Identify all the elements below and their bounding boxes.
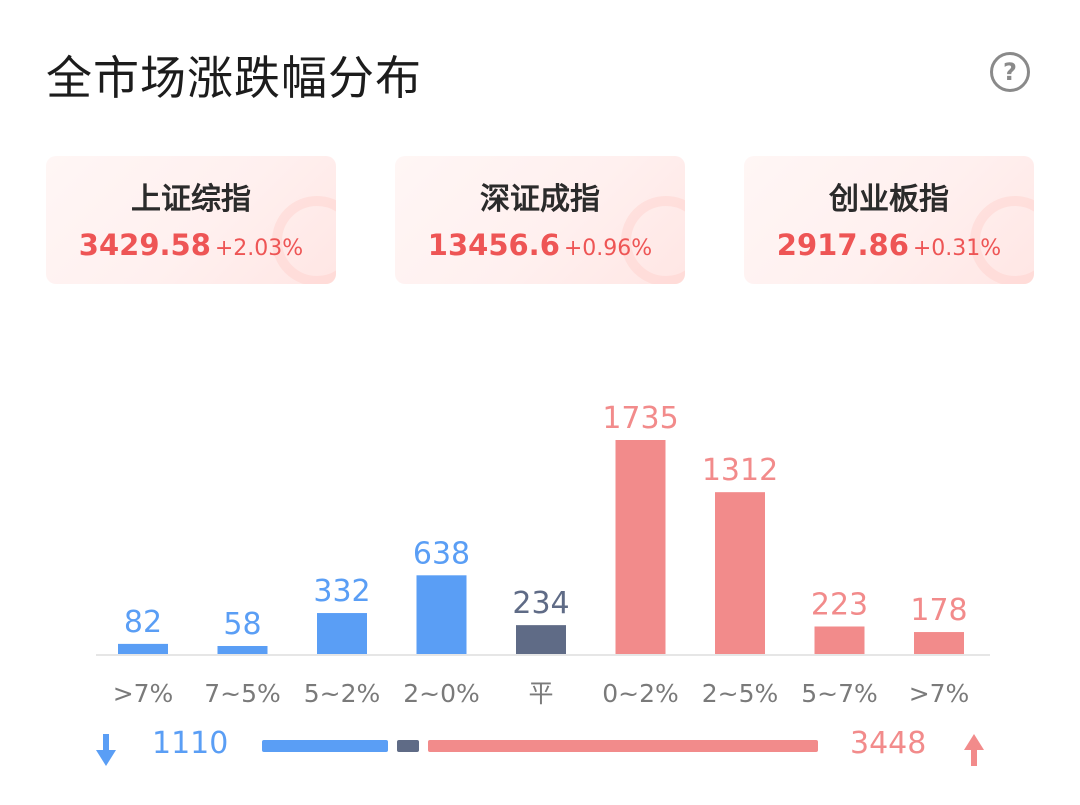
bar-5 xyxy=(615,440,666,654)
summary-bar-down xyxy=(262,740,388,752)
bar-3 xyxy=(416,575,467,654)
bar-value-label: 178 xyxy=(910,593,967,628)
down-total: 1110 xyxy=(152,726,229,761)
index-change: +2.03% xyxy=(214,236,304,261)
bar-value-label: 1735 xyxy=(602,401,678,436)
bar-8 xyxy=(914,632,964,654)
category-label: 5~7% xyxy=(801,679,878,708)
category-label: 7~5% xyxy=(204,679,281,708)
index-value: 3429.58 +2.03% xyxy=(46,228,336,262)
summary-bar-flat xyxy=(397,740,419,752)
index-card-sz[interactable]: 深证成指 13456.6 +0.96% xyxy=(395,156,685,284)
index-card-sh[interactable]: 上证综指 3429.58 +2.03% xyxy=(46,156,336,284)
index-name: 上证综指 xyxy=(131,182,251,217)
index-name: 深证成指 xyxy=(480,182,600,217)
bar-value-label: 638 xyxy=(413,536,470,571)
bar-value-label: 234 xyxy=(512,586,569,621)
bar-value-label: 82 xyxy=(124,605,162,640)
help-icon[interactable]: ? xyxy=(990,52,1030,92)
card-decoration xyxy=(621,196,685,284)
up-total: 3448 xyxy=(850,726,927,761)
bar-value-label: 332 xyxy=(313,574,370,609)
arrow-down-icon xyxy=(96,734,116,766)
summary-bar-up xyxy=(428,740,818,752)
index-name: 创业板指 xyxy=(829,182,949,217)
bar-0 xyxy=(118,643,168,654)
page-title: 全市场涨跌幅分布 xyxy=(46,51,422,105)
bar-6 xyxy=(715,492,765,654)
category-label: >7% xyxy=(909,679,970,708)
index-price: 13456.6 xyxy=(427,228,560,262)
index-price: 3429.58 xyxy=(78,228,211,262)
card-decoration xyxy=(970,196,1034,284)
bar-value-label: 1312 xyxy=(702,453,778,488)
bar-1 xyxy=(217,646,268,654)
index-card-cyb[interactable]: 创业板指 2917.86 +0.31% xyxy=(744,156,1034,284)
category-label: 平 xyxy=(528,679,553,708)
bar-4 xyxy=(516,625,566,654)
bar-value-label: 58 xyxy=(223,607,261,642)
index-change: +0.31% xyxy=(912,236,1002,261)
index-value: 2917.86 +0.31% xyxy=(744,228,1034,262)
index-price: 2917.86 xyxy=(776,228,909,262)
bar-2 xyxy=(317,613,367,654)
category-label: 5~2% xyxy=(304,679,381,708)
distribution-chart: 82 >7% 58 7~5% 332 5~2% 638 2~0% 234 平 1735 0~2% 131… xyxy=(96,401,990,708)
index-value: 13456.6 +0.96% xyxy=(395,228,685,262)
bar-7 xyxy=(814,626,865,654)
card-decoration xyxy=(272,196,336,284)
category-label: 2~0% xyxy=(403,679,480,708)
category-label: >7% xyxy=(113,679,174,708)
index-change: +0.96% xyxy=(563,236,653,261)
category-label: 0~2% xyxy=(602,679,679,708)
category-label: 2~5% xyxy=(702,679,779,708)
arrow-up-icon xyxy=(964,734,984,766)
bar-value-label: 223 xyxy=(811,587,868,622)
